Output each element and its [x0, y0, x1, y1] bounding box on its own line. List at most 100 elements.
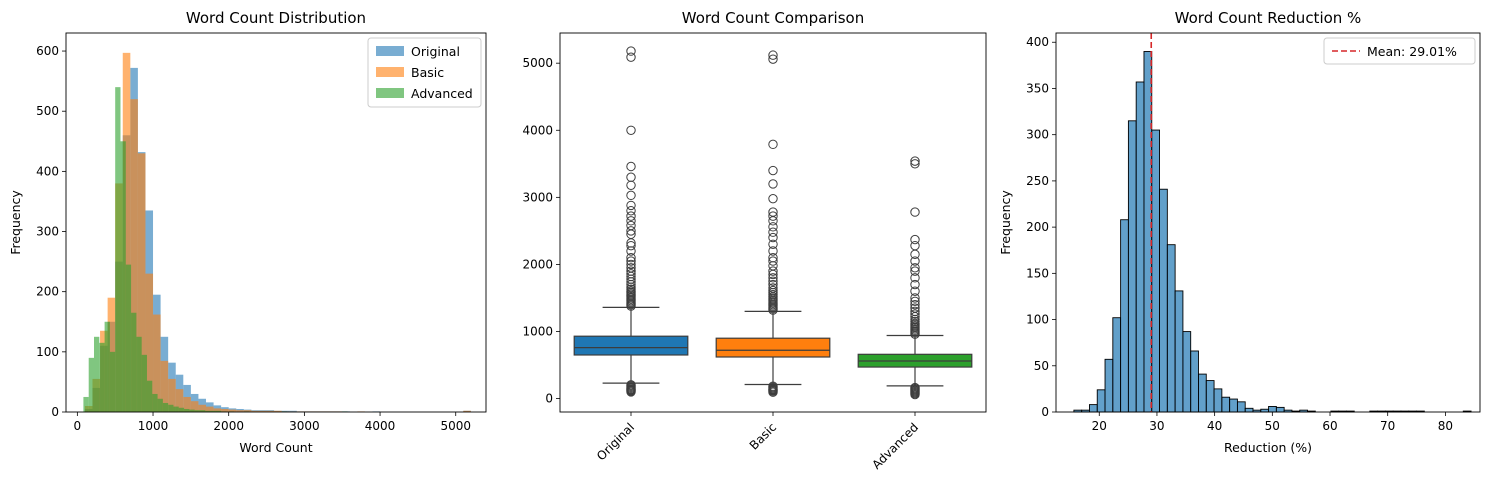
outlier-point-original: [626, 46, 636, 56]
y-tick-label: 5000: [522, 56, 553, 70]
y-tick-label: 350: [1026, 81, 1049, 95]
outlier-point-advanced: [910, 303, 920, 313]
outlier-point-basic: [768, 207, 778, 217]
histogram-bar-advanced: [99, 342, 105, 412]
chart-title: Word Count Comparison: [682, 9, 864, 27]
outlier-point-advanced: [910, 279, 920, 290]
histogram-bar: [1244, 407, 1254, 413]
y-tick-label: 400: [36, 164, 59, 178]
outlier-point-basic: [768, 211, 778, 221]
y-axis-label: Frequency: [998, 190, 1013, 255]
outlier-point-advanced: [910, 306, 920, 317]
y-tick-label: 2000: [522, 257, 553, 271]
histogram-bar-basic: [168, 378, 176, 412]
x-tick-label: 80: [1438, 419, 1453, 433]
histogram-bar-advanced: [215, 410, 222, 412]
outlier-point-original: [626, 266, 636, 276]
axes-frame: [65, 32, 487, 413]
outlier-point-original: [626, 253, 636, 263]
outlier-point-basic: [768, 253, 778, 263]
histogram-bar-advanced: [136, 336, 142, 412]
histogram-bar-basic: [251, 410, 259, 412]
box-basic: [715, 337, 831, 358]
histogram-bar: [1096, 389, 1106, 413]
histogram-bar-advanced: [168, 404, 174, 412]
histogram-bar-basic: [206, 406, 214, 412]
outlier-point-basic: [768, 266, 778, 276]
outlier-point-original: [626, 206, 636, 216]
y-tick-label: 600: [36, 44, 59, 58]
y-tick-label: 4000: [522, 123, 553, 137]
histogram-bar-basic: [228, 409, 237, 412]
outlier-point-original: [626, 240, 636, 251]
histogram-bar-advanced: [104, 321, 110, 412]
y-ticks: 0 50 100 150 200 250 300 350 400: [1026, 35, 1056, 419]
outlier-point-basic: [768, 50, 778, 60]
histogram-bar-advanced: [189, 409, 195, 412]
outlier-point-original: [626, 226, 636, 236]
histogram-bar: [1174, 290, 1184, 413]
histogram-bar-basic: [221, 408, 229, 412]
legend-box: [1323, 37, 1476, 65]
outlier-point-original: [626, 190, 636, 201]
outlier-point-original: [626, 380, 636, 390]
histogram-bar-basic: [153, 314, 161, 412]
outlier-point-advanced: [910, 159, 920, 169]
y-tick-label: 400: [1026, 35, 1049, 49]
histogram-bar: [1112, 317, 1122, 413]
histogram-bar: [1229, 398, 1238, 413]
histogram-bar-basic: [258, 410, 267, 412]
outlier-point-basic: [768, 232, 778, 243]
histogram-bar: [1127, 120, 1137, 413]
histogram-bar-advanced: [94, 336, 100, 412]
y-tick-label: 100: [1026, 313, 1049, 327]
outlier-point-advanced: [910, 256, 920, 266]
histogram-bars: [1073, 51, 1472, 413]
outlier-point-advanced: [910, 156, 920, 166]
legend-swatch-advanced: [376, 88, 404, 98]
outlier-point-advanced: [910, 207, 920, 217]
x-tick-label: 40: [1207, 419, 1222, 433]
chart-title: Word Count Distribution: [186, 9, 366, 27]
y-tick-label: 1000: [522, 325, 553, 339]
legend: Original Basic Advanced: [367, 37, 482, 108]
histogram-bar: [1159, 188, 1168, 413]
outlier-point-basic: [768, 256, 778, 266]
histogram-bar: [1104, 358, 1114, 413]
histogram-bar: [1221, 396, 1231, 413]
histogram-bar-advanced: [157, 398, 163, 412]
x-tick-label: 60: [1322, 419, 1337, 433]
histogram-bar: [1089, 404, 1098, 413]
x-tick-label: 5000: [440, 419, 471, 433]
word-count-distribution-panel: 0 1000 2000 3000 4000 5000 0 100 200 300 400 500 60…: [8, 9, 487, 455]
outlier-point-advanced: [910, 382, 920, 393]
histogram-bar-advanced: [173, 406, 179, 412]
histogram-bar-basic: [190, 401, 199, 412]
outlier-point-basic: [768, 283, 778, 293]
box-plots: [573, 46, 973, 400]
y-tick-label: 200: [36, 285, 59, 299]
outlier-point-basic: [768, 239, 778, 250]
histogram-bar-basic: [183, 396, 191, 412]
y-axis-label: Frequency: [8, 190, 23, 255]
histogram-bar-advanced: [162, 402, 169, 412]
histogram-bar-advanced: [115, 87, 121, 413]
y-ticks: 0 1000 2000 3000 4000 5000: [522, 56, 560, 406]
outlier-point-original: [626, 220, 636, 231]
outlier-point-original: [626, 259, 636, 270]
y-tick-label: 300: [1026, 128, 1049, 142]
histogram-bar-advanced: [199, 410, 206, 412]
outlier-point-basic: [768, 227, 778, 237]
outlier-point-advanced: [910, 273, 920, 283]
histogram-bar-advanced: [120, 141, 126, 413]
x-ticks: 0 1000 2000 3000 4000 5000: [74, 412, 471, 433]
histogram-bar-advanced: [83, 396, 89, 412]
outlier-point-basic: [768, 165, 778, 176]
histogram-bar: [1275, 406, 1285, 413]
histogram-bar-advanced: [205, 410, 211, 412]
y-tick-label: 50: [1034, 359, 1049, 373]
histogram-bar: [1236, 401, 1246, 413]
histogram-bar-basic: [130, 99, 138, 412]
x-tick-label: 3000: [289, 419, 320, 433]
